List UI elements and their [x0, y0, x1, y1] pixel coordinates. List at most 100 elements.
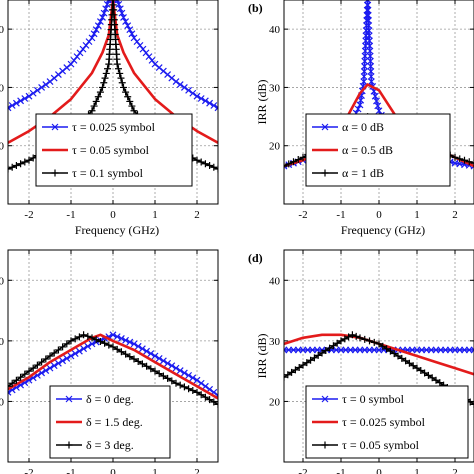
- data-point-marker: [193, 376, 201, 384]
- data-point-marker: [126, 97, 134, 105]
- x-tick-label: 2: [452, 209, 458, 221]
- y-tick-label: 30: [269, 336, 281, 348]
- data-point-marker: [8, 163, 16, 171]
- data-point-marker: [172, 364, 180, 372]
- legend-entry-2: α = 0.5 dB: [342, 143, 393, 157]
- data-point-marker: [100, 9, 108, 17]
- data-point-marker: [364, 0, 372, 4]
- data-point-marker: [71, 350, 79, 358]
- data-point-marker: [374, 102, 382, 110]
- data-point-marker: [180, 383, 188, 391]
- x-tick-label: -2: [298, 209, 307, 221]
- data-point-marker: [164, 374, 172, 382]
- data-point-marker: [17, 97, 25, 105]
- legend-entry-2: δ = 1.5 deg.: [86, 415, 143, 429]
- data-point-marker: [164, 359, 172, 367]
- data-point-marker: [436, 379, 444, 387]
- data-point-marker: [138, 345, 146, 353]
- data-point-marker: [155, 370, 163, 378]
- data-point-marker: [29, 89, 37, 97]
- data-point-marker: [201, 97, 209, 105]
- x-tick-label: -2: [24, 467, 33, 474]
- data-point-marker: [17, 160, 25, 168]
- data-point-marker: [405, 359, 413, 367]
- data-point-marker: [354, 105, 362, 113]
- data-point-marker: [341, 335, 349, 343]
- data-point-marker: [113, 333, 121, 341]
- legend-entry-3: α = 1 dB: [342, 166, 384, 180]
- data-point-marker: [326, 344, 334, 352]
- data-point-marker: [96, 88, 104, 96]
- data-point-marker: [130, 355, 138, 363]
- data-point-marker: [8, 388, 12, 396]
- data-point-marker: [118, 9, 126, 17]
- data-point-marker: [113, 345, 121, 353]
- data-point-marker: [99, 83, 106, 91]
- legend-marker: [321, 441, 329, 449]
- data-point-marker: [180, 84, 188, 91]
- data-point-marker: [128, 102, 136, 110]
- data-point-marker: [122, 336, 130, 344]
- data-point-marker: [409, 362, 417, 370]
- data-point-marker: [94, 22, 102, 30]
- data-point-marker: [29, 364, 37, 372]
- data-point-marker: [197, 158, 205, 166]
- data-point-marker: [102, 5, 110, 13]
- data-point-marker: [284, 373, 288, 381]
- data-point-marker: [333, 339, 341, 347]
- data-point-marker: [88, 340, 96, 348]
- data-point-marker: [8, 382, 12, 390]
- data-point-marker: [155, 354, 163, 362]
- data-point-marker: [366, 52, 374, 60]
- data-point-marker: [159, 357, 167, 365]
- data-point-marker: [189, 89, 197, 97]
- x-tick-label: 1: [414, 467, 420, 474]
- x-tick-label: 2: [452, 467, 458, 474]
- data-point-marker: [456, 155, 464, 163]
- data-point-marker: [367, 57, 374, 65]
- data-point-marker: [8, 102, 16, 109]
- data-point-marker: [356, 334, 364, 342]
- data-point-marker: [366, 337, 373, 345]
- data-point-marker: [33, 86, 41, 94]
- data-point-marker: [361, 62, 368, 70]
- data-point-marker: [172, 379, 180, 387]
- data-point-marker: [114, 65, 122, 73]
- data-point-marker: [360, 78, 368, 86]
- data-point-marker: [100, 79, 108, 87]
- data-point-marker: [366, 42, 374, 50]
- data-point-marker: [128, 30, 136, 38]
- data-point-marker: [126, 26, 134, 34]
- data-point-marker: [176, 81, 184, 88]
- legend-entry-3: τ = 0.1 symbol: [72, 166, 144, 180]
- data-point-marker: [299, 153, 307, 161]
- data-point-marker: [118, 79, 126, 87]
- data-point-marker: [42, 367, 50, 374]
- data-point-marker: [159, 372, 167, 380]
- data-point-marker: [371, 92, 379, 100]
- data-point-marker: [115, 0, 123, 8]
- data-point-marker: [345, 333, 353, 341]
- x-tick-label: -2: [24, 209, 33, 221]
- legend-entry-1: τ = 0.025 symbol: [72, 120, 156, 134]
- data-point-marker: [80, 331, 88, 339]
- y-tick-label: 20: [0, 396, 5, 408]
- data-point-marker: [383, 345, 391, 353]
- legend-entry-2: τ = 0.05 symbol: [72, 143, 150, 157]
- data-point-marker: [8, 165, 12, 173]
- y-tick-label: 30: [0, 82, 5, 94]
- data-point-marker: [46, 364, 54, 372]
- data-point-marker: [362, 27, 370, 35]
- data-point-marker: [470, 346, 474, 354]
- data-point-marker: [67, 337, 75, 345]
- data-point-marker: [71, 335, 79, 343]
- data-point-marker: [122, 88, 130, 96]
- data-point-marker: [360, 67, 368, 75]
- data-point-marker: [21, 158, 29, 166]
- data-point-marker: [151, 352, 159, 360]
- legend: δ = 0 deg. δ = 1.5 deg. δ = 3 deg.: [49, 385, 171, 459]
- data-point-marker: [424, 371, 432, 379]
- data-point-marker: [189, 374, 197, 382]
- x-tick-label: -2: [298, 467, 307, 474]
- legend-entry-3: δ = 3 deg.: [86, 438, 134, 452]
